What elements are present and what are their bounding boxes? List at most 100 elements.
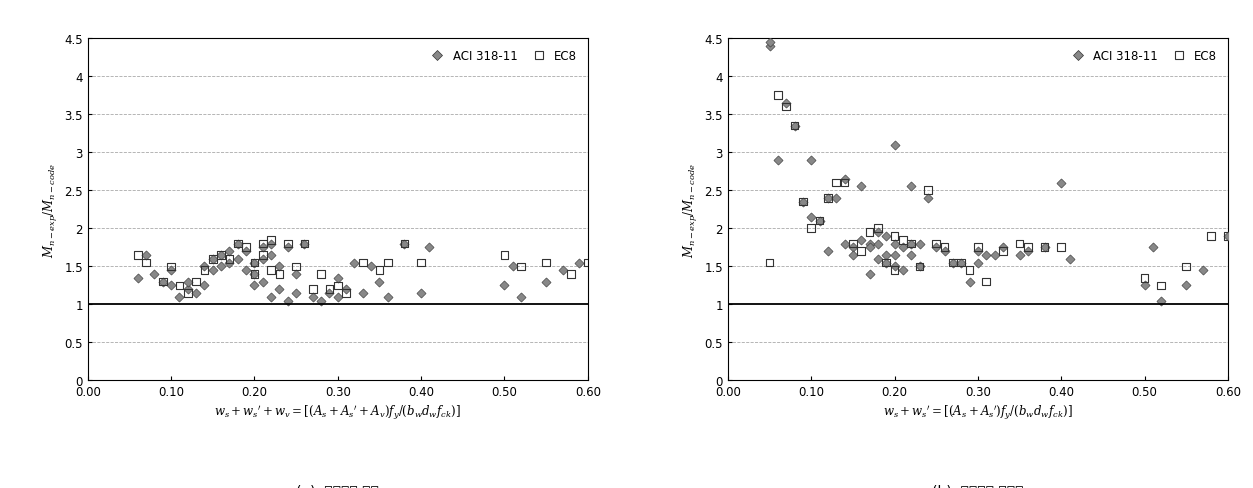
Point: [211, 263, 231, 271]
Point: [967, 244, 987, 252]
Point: [960, 278, 980, 286]
Point: [420, 244, 440, 252]
Point: [801, 225, 821, 233]
Point: [1134, 282, 1154, 290]
Point: [893, 236, 913, 244]
Point: [203, 266, 223, 274]
Point: [876, 259, 896, 267]
Point: [320, 285, 340, 293]
Point: [776, 103, 796, 111]
Point: [511, 263, 531, 271]
Point: [834, 240, 855, 248]
Point: [153, 278, 173, 286]
Point: [942, 259, 962, 267]
Point: [976, 278, 996, 286]
Point: [985, 251, 1005, 259]
Point: [843, 244, 863, 252]
Y-axis label: $M_{n-exp}/M_{n-code}$: $M_{n-exp}/M_{n-code}$: [43, 163, 60, 257]
Point: [1152, 297, 1172, 305]
Point: [261, 236, 281, 244]
Point: [194, 282, 214, 290]
Point: [1060, 255, 1080, 263]
Point: [918, 187, 938, 195]
Point: [826, 195, 846, 203]
Point: [336, 289, 356, 297]
Point: [178, 278, 198, 286]
Point: [278, 244, 298, 252]
Point: [918, 195, 938, 203]
Point: [236, 266, 256, 274]
Point: [992, 244, 1012, 252]
Point: [851, 183, 871, 191]
Point: [495, 282, 515, 290]
Point: [801, 157, 821, 164]
Point: [960, 266, 980, 274]
Point: [1143, 244, 1163, 252]
Point: [228, 240, 248, 248]
Point: [967, 248, 987, 256]
Point: [253, 255, 273, 263]
Point: [885, 142, 905, 149]
Point: [294, 240, 315, 248]
Point: [1202, 232, 1222, 240]
Point: [345, 259, 365, 267]
Text: (b)  수직철근 비고려: (b) 수직철근 비고려: [932, 483, 1024, 488]
Point: [992, 248, 1012, 256]
Point: [1010, 251, 1030, 259]
Point: [269, 285, 289, 293]
Point: [967, 259, 987, 267]
Point: [1218, 232, 1238, 240]
Point: [935, 244, 955, 252]
Point: [885, 263, 905, 271]
Point: [128, 274, 148, 282]
Point: [851, 248, 871, 256]
Point: [162, 263, 182, 271]
Point: [244, 270, 264, 278]
Point: [1177, 263, 1197, 271]
Point: [137, 251, 157, 259]
Point: [885, 240, 905, 248]
Point: [851, 236, 871, 244]
Point: [759, 39, 779, 47]
Point: [395, 240, 415, 248]
Point: [203, 255, 223, 263]
Legend: ACI 318-11, EC8: ACI 318-11, EC8: [1061, 45, 1222, 67]
Point: [303, 293, 323, 301]
Point: [286, 263, 306, 271]
Y-axis label: $M_{n-exp}/M_{n-code}$: $M_{n-exp}/M_{n-code}$: [682, 163, 700, 257]
Point: [261, 266, 281, 274]
Point: [328, 282, 348, 290]
Point: [1017, 244, 1037, 252]
Point: [162, 266, 182, 274]
Point: [860, 270, 880, 278]
Point: [278, 297, 298, 305]
Point: [834, 176, 855, 183]
Point: [169, 293, 189, 301]
Point: [843, 251, 863, 259]
Point: [502, 263, 523, 271]
Point: [910, 240, 930, 248]
Point: [228, 255, 248, 263]
Point: [935, 248, 955, 256]
Point: [178, 285, 198, 293]
Point: [868, 240, 888, 248]
Point: [370, 266, 390, 274]
Point: [578, 259, 598, 267]
Point: [353, 259, 373, 267]
Point: [536, 259, 556, 267]
Point: [511, 293, 531, 301]
Point: [228, 240, 248, 248]
Point: [377, 293, 397, 301]
Point: [784, 122, 804, 130]
Point: [1010, 240, 1030, 248]
Point: [236, 244, 256, 252]
Point: [286, 289, 306, 297]
Point: [976, 251, 996, 259]
Point: [269, 270, 289, 278]
Point: [203, 255, 223, 263]
Point: [178, 289, 198, 297]
Point: [793, 198, 813, 206]
Point: [860, 244, 880, 252]
Point: [169, 282, 189, 290]
Point: [328, 293, 348, 301]
